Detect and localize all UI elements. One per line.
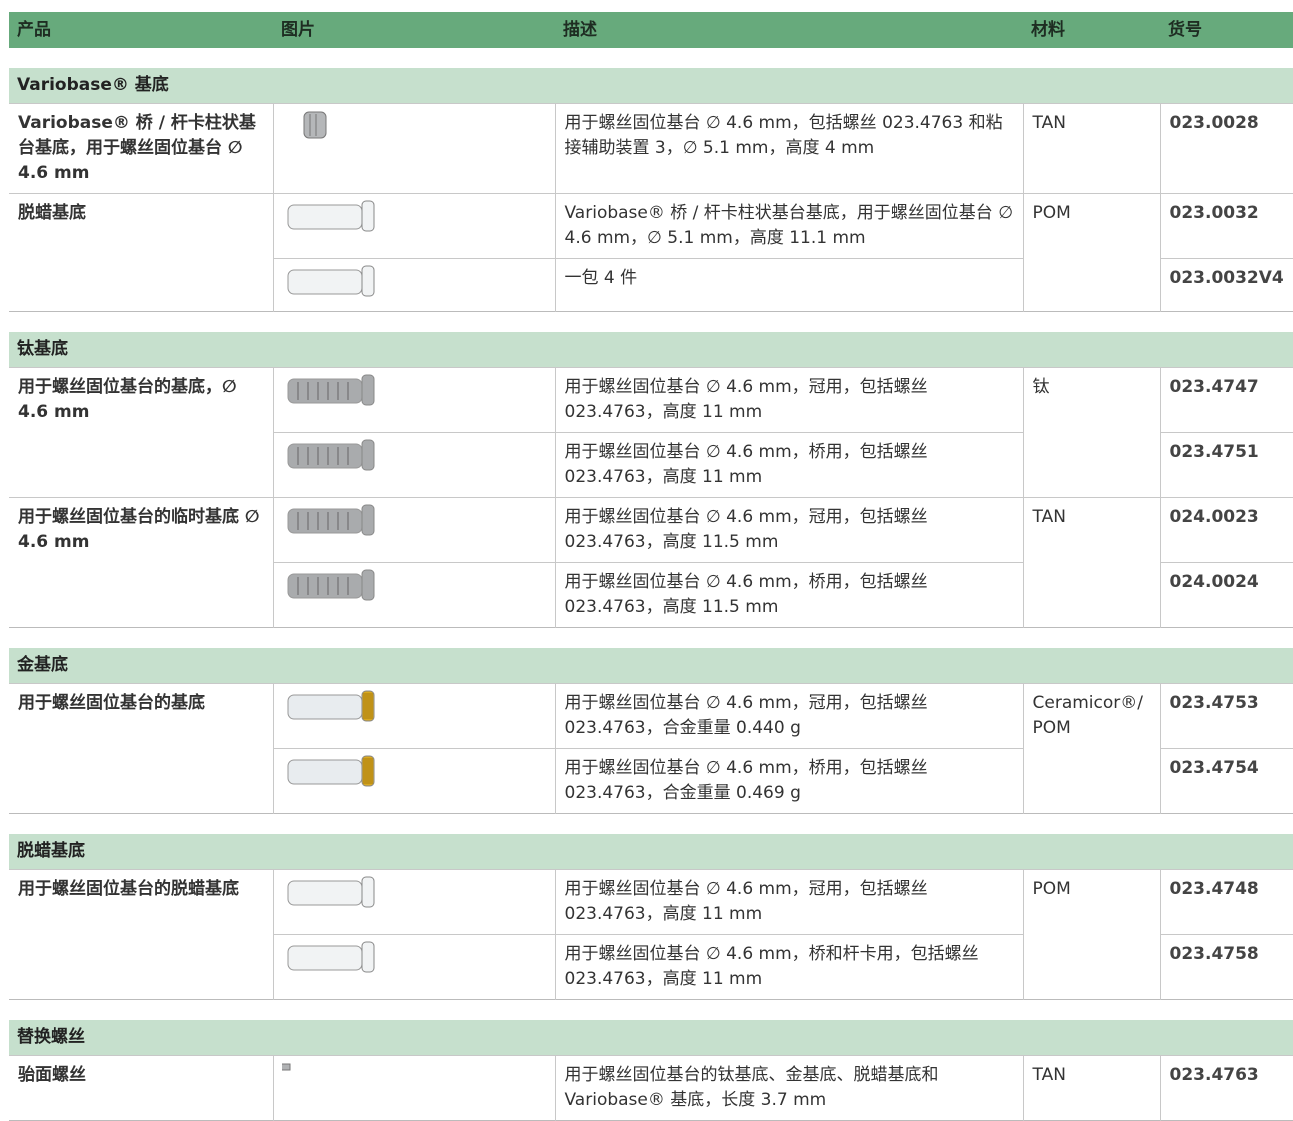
product-image <box>287 690 374 722</box>
image-cell <box>272 432 555 498</box>
section-title-row: 钛基底 <box>9 332 1293 368</box>
article-number: 023.0032V4 <box>1159 258 1293 312</box>
section-title: 脱蜡基底 <box>9 834 1293 870</box>
product-name: 用于螺丝固位基台的基底，∅ 4.6 mm <box>9 367 273 498</box>
image-cell <box>269 1055 555 1121</box>
product-image <box>287 941 374 973</box>
article-number: 024.0023 <box>1159 497 1293 563</box>
article-number: 023.4758 <box>1159 934 1293 1000</box>
product-name: 骀面螺丝 <box>9 1055 273 1121</box>
description: 用于螺丝固位基台 ∅ 4.6 mm，桥和杆卡用，包括螺丝 023.4763，高度… <box>554 934 1023 1000</box>
section-table: Variobase® 基底 Variobase® 桥 / 杆卡柱状基台基底，用于螺… <box>9 68 1293 312</box>
item-row: 用于螺丝固位基台 ∅ 4.6 mm，桥用，包括螺丝 023.4763，高度 11… <box>9 562 1293 628</box>
section-table: 脱蜡基底 用于螺丝固位基台的脱蜡基底 用于螺丝固位基台 ∅ 4.6 mm，冠用，包括… <box>9 834 1293 1000</box>
image-cell <box>272 258 555 312</box>
product-image <box>287 265 374 297</box>
image-cell <box>272 367 555 433</box>
header-cell: 描述 <box>555 12 1023 48</box>
product-image <box>269 1061 290 1073</box>
section-title-row: 金基底 <box>9 648 1293 684</box>
page: 产品 图片 描述 材料 货号 Variobase® 基底 Variobase® 桥… <box>9 12 1293 1121</box>
item-row: 一包 4 件 023.0032V4 <box>9 258 1293 312</box>
description: 用于螺丝固位基台 ∅ 4.6 mm，包括螺丝 023.4763 和粘接辅助装置 … <box>554 103 1023 194</box>
item-row: 用于螺丝固位基台的临时基底 ∅ 4.6 mm 用于螺丝固位基台 ∅ 4.6 mm，… <box>9 497 1293 628</box>
article-number: 023.4751 <box>1159 432 1293 498</box>
item-row: 用于螺丝固位基台 ∅ 4.6 mm，桥用，包括螺丝 023.4763，合金重量 … <box>9 748 1293 814</box>
item-row: 用于螺丝固位基台 ∅ 4.6 mm，桥用，包括螺丝 023.4763，高度 11… <box>9 432 1293 498</box>
section-title: Variobase® 基底 <box>9 68 1293 104</box>
image-cell <box>272 934 555 1000</box>
item-row: 用于螺丝固位基台的脱蜡基底 用于螺丝固位基台 ∅ 4.6 mm，冠用，包括螺丝 0… <box>9 869 1293 1000</box>
material: Ceramicor®/ POM <box>1022 683 1160 814</box>
section-title-row: 替换螺丝 <box>9 1020 1293 1056</box>
material: TAN <box>1022 1055 1160 1121</box>
image-cell <box>272 193 555 259</box>
header-cell: 图片 <box>273 12 555 48</box>
item-row: Variobase® 桥 / 杆卡柱状基台基底，用于螺丝固位基台 ∅ 4.6 m… <box>9 103 1293 194</box>
article-number: 023.0032 <box>1159 193 1293 259</box>
product-image <box>287 504 374 536</box>
article-number: 023.4753 <box>1159 683 1293 749</box>
description: Variobase® 桥 / 杆卡柱状基台基底，用于螺丝固位基台 ∅ 4.6 m… <box>554 193 1023 259</box>
product-image <box>287 374 374 406</box>
product-name: Variobase® 桥 / 杆卡柱状基台基底，用于螺丝固位基台 ∅ 4.6 m… <box>9 103 273 194</box>
item-row: 骀面螺丝 用于螺丝固位基台的钛基底、金基底、脱蜡基底和 Variobase® 基底… <box>9 1055 1293 1121</box>
section-table: 金基底 用于螺丝固位基台的基底 用于螺丝固位基台 ∅ 4.6 mm，冠用，包括螺丝 … <box>9 648 1293 814</box>
image-cell <box>272 497 555 563</box>
section-title-row: 脱蜡基底 <box>9 834 1293 870</box>
description: 用于螺丝固位基台 ∅ 4.6 mm，桥用，包括螺丝 023.4763，合金重量 … <box>554 748 1023 814</box>
article-number: 023.0028 <box>1159 103 1293 194</box>
image-cell <box>272 562 555 628</box>
article-number: 023.4754 <box>1159 748 1293 814</box>
header-cell: 产品 <box>9 12 273 48</box>
article-number: 023.4748 <box>1159 869 1293 935</box>
header-row: 产品 图片 描述 材料 货号 <box>9 12 1293 48</box>
product-image <box>287 200 374 232</box>
product-image <box>303 111 326 139</box>
section-title: 金基底 <box>9 648 1293 684</box>
image-cell <box>272 103 555 194</box>
product-image <box>287 569 374 601</box>
description: 用于螺丝固位基台 ∅ 4.6 mm，桥用，包括螺丝 023.4763，高度 11… <box>554 562 1023 628</box>
section-table: 替换螺丝 骀面螺丝 用于螺丝固位基台的钛基底、金基底、脱蜡基底和 Variobase… <box>9 1020 1293 1121</box>
article-number: 023.4747 <box>1159 367 1293 433</box>
catalog: 产品 图片 描述 材料 货号 Variobase® 基底 Variobase® 桥… <box>9 12 1293 1121</box>
product-name: 脱蜡基底 <box>9 193 273 312</box>
header-cell: 材料 <box>1023 12 1160 48</box>
item-row: 用于螺丝固位基台的基底，∅ 4.6 mm 用于螺丝固位基台 ∅ 4.6 mm，冠用… <box>9 367 1293 498</box>
item-row: 脱蜡基底 Variobase® 桥 / 杆卡柱状基台基底，用于螺丝固位基台 ∅ 4… <box>9 193 1293 312</box>
item-row: 用于螺丝固位基台 ∅ 4.6 mm，桥和杆卡用，包括螺丝 023.4763，高度… <box>9 934 1293 1000</box>
product-name: 用于螺丝固位基台的基底 <box>9 683 273 814</box>
description: 用于螺丝固位基台的钛基底、金基底、脱蜡基底和 Variobase® 基底，长度 … <box>554 1055 1023 1121</box>
header-cell: 货号 <box>1160 12 1293 48</box>
description: 用于螺丝固位基台 ∅ 4.6 mm，冠用，包括螺丝 023.4763，高度 11… <box>554 869 1023 935</box>
image-cell <box>272 869 555 935</box>
material: POM <box>1022 869 1160 1000</box>
material: 钛 <box>1022 367 1160 498</box>
description: 一包 4 件 <box>554 258 1023 312</box>
image-cell <box>272 683 555 749</box>
product-image <box>287 439 374 471</box>
material: TAN <box>1022 103 1160 194</box>
product-image <box>287 876 374 908</box>
description: 用于螺丝固位基台 ∅ 4.6 mm，冠用，包括螺丝 023.4763，合金重量 … <box>554 683 1023 749</box>
section-table: 钛基底 用于螺丝固位基台的基底，∅ 4.6 mm 用于螺丝固位基台 ∅ 4.6 mm… <box>9 332 1293 628</box>
product-image <box>287 755 374 787</box>
article-number: 023.4763 <box>1159 1055 1293 1121</box>
description: 用于螺丝固位基台 ∅ 4.6 mm，桥用，包括螺丝 023.4763，高度 11… <box>554 432 1023 498</box>
description: 用于螺丝固位基台 ∅ 4.6 mm，冠用，包括螺丝 023.4763，高度 11… <box>554 367 1023 433</box>
section-title: 钛基底 <box>9 332 1293 368</box>
material: POM <box>1022 193 1160 312</box>
section-title: 替换螺丝 <box>9 1020 1293 1056</box>
description: 用于螺丝固位基台 ∅ 4.6 mm，冠用，包括螺丝 023.4763，高度 11… <box>554 497 1023 563</box>
material: TAN <box>1022 497 1160 628</box>
article-number: 024.0024 <box>1159 562 1293 628</box>
item-row: 用于螺丝固位基台的基底 用于螺丝固位基台 ∅ 4.6 mm，冠用，包括螺丝 023… <box>9 683 1293 814</box>
image-cell <box>272 748 555 814</box>
product-name: 用于螺丝固位基台的临时基底 ∅ 4.6 mm <box>9 497 273 628</box>
section-title-row: Variobase® 基底 <box>9 68 1293 104</box>
product-name: 用于螺丝固位基台的脱蜡基底 <box>9 869 273 1000</box>
header-table: 产品 图片 描述 材料 货号 <box>9 12 1293 48</box>
